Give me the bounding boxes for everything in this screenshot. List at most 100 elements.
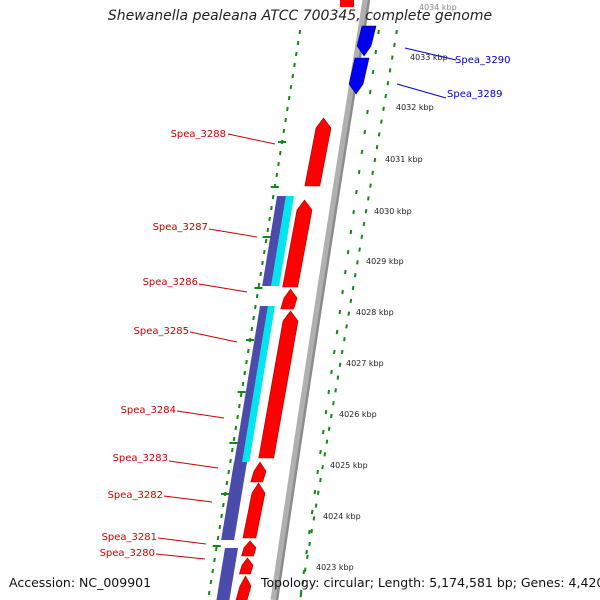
page-title: Shewanella pealeana ATCC 700345, complet… <box>107 8 493 24</box>
tick-mark <box>230 447 234 453</box>
tick-mark <box>207 590 211 596</box>
forward-gene-arrow <box>282 199 313 288</box>
tick-mark <box>229 458 232 464</box>
gene-label: Spea_3286 <box>143 277 198 288</box>
tick-mark <box>343 337 346 342</box>
summary-text: Topology: circular; Length: 5,174,581 bp… <box>261 575 600 590</box>
tick-mark <box>323 452 327 457</box>
tick-mark <box>295 51 298 57</box>
tick-mark <box>324 409 328 415</box>
gene-label: Spea_3282 <box>108 490 163 501</box>
tick-mark <box>277 161 280 167</box>
feature-block <box>221 462 247 540</box>
tick-mark <box>259 271 263 277</box>
tick-mark <box>357 169 361 175</box>
feature-block <box>234 306 268 462</box>
label-leader-line <box>396 83 447 99</box>
tick-mark <box>349 298 353 303</box>
tick-mark <box>284 117 287 123</box>
tick-mark <box>243 370 247 376</box>
gene-labels: Spea_3290 Spea_3289 Spea_3288 Spea_3287 Spea… <box>100 47 510 560</box>
tick-mark <box>338 309 342 315</box>
tick-mark <box>327 389 331 395</box>
reverse-gene-arrow <box>348 57 370 95</box>
label-leader-line <box>198 283 248 293</box>
gene-label: Spea_3287 <box>153 222 208 233</box>
tick-mark <box>321 465 324 470</box>
tick-mark <box>364 209 368 214</box>
gene-label: Spea_3289 <box>447 89 502 100</box>
tick-mark <box>296 40 300 46</box>
tick-mark <box>352 209 355 215</box>
tick-mark <box>349 229 353 235</box>
reverse-gene-arrow <box>356 25 377 57</box>
scale-label: 4027 kbp <box>346 359 384 368</box>
gene-label: Spea_3280 <box>100 548 155 559</box>
tick-mark <box>252 315 255 321</box>
label-leader-line <box>176 410 225 419</box>
tick-mark <box>388 68 392 73</box>
tick-mark <box>308 529 311 535</box>
tick-mark <box>319 449 322 455</box>
tick-mark <box>344 269 347 275</box>
label-leader-line <box>189 331 238 343</box>
tick-mark <box>250 326 254 332</box>
tick-mark <box>332 401 335 406</box>
feature-block <box>216 548 238 600</box>
tick-mark <box>239 392 243 398</box>
tick-mark <box>319 477 322 483</box>
label-leader-line <box>404 47 457 61</box>
tick-mark <box>341 289 344 295</box>
scale-label: 4031 kbp <box>385 155 423 164</box>
tick-mark <box>305 549 308 555</box>
tick-mark <box>321 429 325 435</box>
tick-mark <box>299 589 303 595</box>
tick-mark <box>393 42 396 47</box>
tick-mark <box>301 580 305 585</box>
tick-mark <box>335 329 339 335</box>
tick-mark <box>346 249 350 255</box>
forward-gene-arrow <box>304 117 332 187</box>
feature-block <box>271 196 294 286</box>
tick-mark <box>232 436 236 442</box>
tick-mark <box>369 183 372 188</box>
label-leader-line <box>163 495 213 503</box>
forward-gene-arrow <box>241 540 257 557</box>
tick-mark <box>373 157 377 163</box>
forward-gene-arrow <box>340 0 354 7</box>
tick-mark <box>386 81 390 86</box>
feature-block <box>262 196 286 286</box>
tick-mark <box>371 69 375 75</box>
tick-mark <box>360 149 364 155</box>
tick-mark <box>289 84 293 90</box>
tick-mark <box>257 282 261 288</box>
tick-mark <box>298 29 302 35</box>
tick-mark <box>384 93 388 99</box>
forward-gene-arrow <box>242 482 266 539</box>
tick-mark <box>291 73 295 79</box>
tick-mark <box>270 205 273 211</box>
tick-mark <box>293 62 296 68</box>
tick-mark <box>375 145 379 150</box>
tick-mark <box>282 128 286 134</box>
tick-mark <box>360 234 364 239</box>
tick-mark <box>355 189 358 195</box>
tick-mark <box>275 172 279 178</box>
tick-mark <box>222 502 225 508</box>
tick-mark <box>238 403 241 409</box>
tick-mark <box>340 349 344 355</box>
label-leader-line <box>155 553 206 560</box>
tick-mark <box>264 238 268 244</box>
label-leader-line <box>227 133 276 145</box>
tick-rings <box>207 29 398 598</box>
tick-mark <box>347 311 351 316</box>
tick-mark <box>353 273 357 278</box>
tick-mark <box>356 260 359 265</box>
tick-mark <box>362 221 366 227</box>
gene-label: Spea_3283 <box>113 453 168 464</box>
tick-mark <box>234 425 238 431</box>
tick-mark <box>211 568 215 574</box>
tick-mark <box>241 381 245 387</box>
gene-label: Spea_3290 <box>455 55 510 66</box>
tick-mark <box>225 480 229 486</box>
